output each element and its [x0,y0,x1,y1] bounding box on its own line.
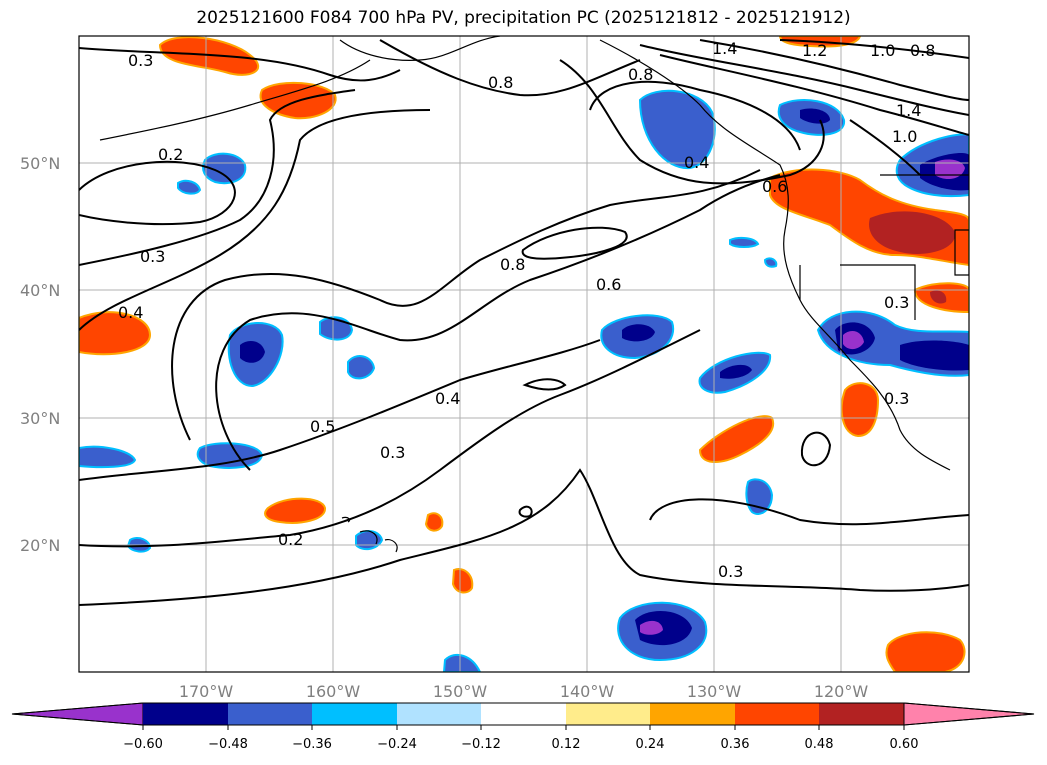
contour-label: 0.4 [684,153,709,172]
colorbar-segment [566,703,650,725]
contour-label: 0.8 [488,73,513,92]
contour-label: 0.3 [718,562,743,581]
colorbar-tick-label: −0.48 [208,737,248,752]
contour-label: 0.8 [628,65,653,84]
colorbar-segment [481,703,566,725]
colorbar-segment [228,703,312,725]
coastlines [99,36,969,553]
contour-label: 0.6 [596,275,621,294]
latitude-labels: 50°N 40°N 30°N 20°N [20,154,60,555]
colorbar-tick-label: 0.12 [552,737,581,752]
longitude-labels: 170°W 160°W 150°W 140°W 130°W 120°W [179,682,869,701]
lon-label: 150°W [433,682,488,701]
lon-label: 120°W [814,682,869,701]
pv-contours [79,39,969,606]
lat-label: 50°N [20,154,60,173]
contour-label: 1.4 [896,101,921,120]
colorbar-segment [735,703,819,725]
contour-label: 1.0 [870,41,895,60]
contour-label: 0.3 [140,247,165,266]
colorbar-segment [650,703,735,725]
contour-label: 0.5 [310,417,335,436]
map-frame [78,35,970,673]
negative-precip-anomalies [79,89,969,672]
lon-label: 160°W [306,682,361,701]
colorbar-tick-label: −0.60 [123,737,163,752]
contour-label: 0.2 [158,145,183,164]
contour-label: 0.4 [118,303,143,322]
contour-label: 0.8 [910,41,935,60]
map-title: 2025121600 F084 700 hPa PV, precipitatio… [196,8,851,28]
contour-label: 1.4 [712,39,737,58]
lon-label: 130°W [687,682,742,701]
contour-label: 1.2 [802,41,827,60]
contour-label: 0.2 [278,530,303,549]
gridlines [79,36,969,672]
contour-label: 0.8 [500,255,525,274]
contour-label: 0.3 [884,293,909,312]
contour-label: 0.3 [380,443,405,462]
lat-label: 20°N [20,536,60,555]
contour-label: 0.4 [435,389,460,408]
colorbar-segment [143,703,228,725]
colorbar-segment [397,703,481,725]
colorbar-tick-label: 0.48 [805,737,834,752]
lat-label: 30°N [20,409,60,428]
contour-label: 0.6 [762,177,787,196]
contour-label: 1.0 [892,127,917,146]
colorbar-tick-label: −0.36 [292,737,332,752]
colorbar-tick-label: 0.60 [890,737,919,752]
colorbar-segment [819,703,904,725]
map-content [79,36,969,672]
contour-label: 0.3 [128,51,153,70]
colorbar: −0.60 −0.48 −0.36 −0.24 −0.12 0.12 0.24 … [11,702,1035,752]
colorbar-tick-label: 0.36 [721,737,750,752]
contour-label: 0.3 [884,389,909,408]
map-area [79,36,969,672]
lon-label: 140°W [560,682,615,701]
colorbar-segment [312,703,397,725]
colorbar-tick-label: 0.24 [636,737,665,752]
lat-label: 40°N [20,281,60,300]
contour-labels: 0.3 0.2 0.3 0.4 0.5 0.3 0.2 0.8 0.8 0.6 … [118,39,935,581]
colorbar-tick-label: −0.24 [377,737,417,752]
colorbar-extend-min [11,702,144,726]
colorbar-tick-label: −0.12 [461,737,501,752]
lon-label: 170°W [179,682,234,701]
colorbar-extend-max [903,702,1035,726]
